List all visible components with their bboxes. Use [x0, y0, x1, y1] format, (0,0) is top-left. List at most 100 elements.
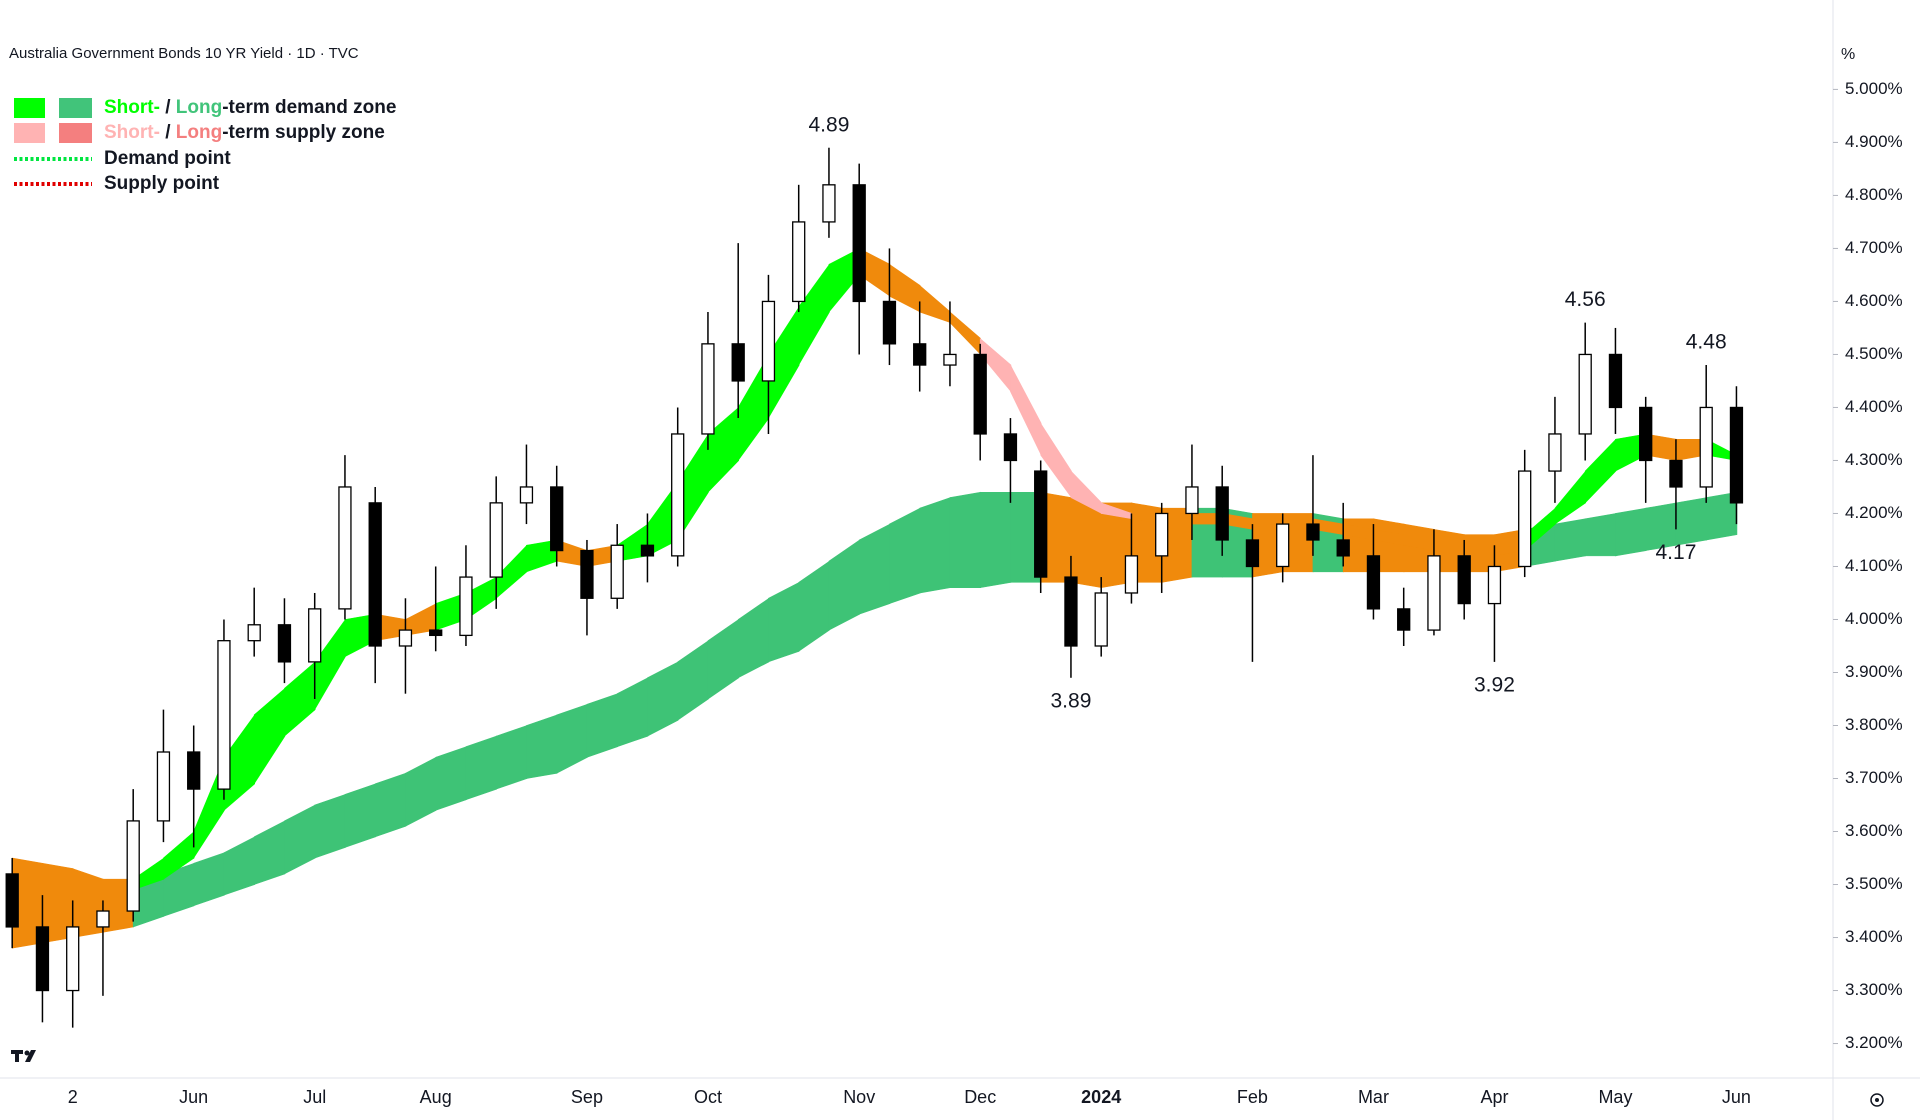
candle-body [1487, 565, 1502, 605]
x-tick-label: Sep [571, 1087, 603, 1107]
legend-swatch [14, 123, 45, 143]
y-tick-label: 5.000% [1845, 79, 1903, 98]
zone-segment [1554, 470, 1586, 525]
candle-body [1185, 486, 1199, 515]
x-tick-label: Apr [1480, 1087, 1508, 1107]
candle-body [96, 910, 110, 928]
y-tick-label: 4.900% [1845, 132, 1903, 151]
legend-swatch [14, 98, 45, 118]
candle-body [1518, 470, 1532, 568]
candle-body [792, 221, 806, 303]
candle-body [852, 184, 866, 303]
x-tick-label: Jul [303, 1087, 326, 1107]
short-term-zone [132, 247, 1738, 891]
zone-segment [889, 507, 921, 605]
zone-segment [707, 406, 740, 494]
candle-body [1003, 433, 1018, 462]
candle-body [1306, 523, 1320, 541]
y-tick-label: 3.300% [1845, 980, 1903, 999]
legend-label-part: -term demand zone [222, 97, 396, 118]
candle-body [943, 353, 957, 366]
candle-body [126, 820, 140, 912]
candle-body [550, 486, 564, 552]
logo-part [15, 1050, 19, 1062]
zone-segment [374, 772, 407, 838]
zone-segment [284, 661, 316, 737]
x-tick-label: May [1598, 1087, 1632, 1107]
legend-swatch [59, 98, 92, 118]
axis-unit: % [1841, 46, 1855, 63]
candle-body [308, 608, 322, 663]
y-tick-label: 4.700% [1845, 238, 1903, 257]
legend-label-part: Long [176, 122, 222, 143]
candle-body [35, 926, 50, 992]
candle-body [1639, 406, 1653, 462]
legend-label-part: Long [176, 97, 222, 118]
y-tick-label: 4.200% [1845, 503, 1903, 522]
zone-segment [919, 497, 951, 594]
zone-segment [465, 735, 498, 801]
candle-body [882, 300, 897, 345]
zone-segment [1675, 497, 1707, 546]
price-annotation: 4.89 [809, 113, 850, 136]
candle-body [731, 343, 745, 382]
x-tick-label: Feb [1237, 1087, 1268, 1107]
y-tick-label: 3.500% [1845, 874, 1903, 893]
logo-part [25, 1050, 36, 1062]
y-tick-label: 3.900% [1845, 662, 1903, 681]
price-annotation: 4.48 [1686, 331, 1727, 354]
zone-segment [1584, 513, 1617, 557]
zone-segment [163, 830, 195, 880]
candle-body [1245, 539, 1260, 568]
y-tick-label: 3.700% [1845, 768, 1903, 787]
candle-body [1427, 555, 1441, 631]
x-tick-label: Nov [843, 1087, 875, 1107]
candle-body [1094, 592, 1108, 647]
candle-body [368, 502, 382, 647]
candles [5, 147, 1744, 1028]
zone-segment [435, 746, 467, 811]
zone-segment [1554, 518, 1586, 562]
legend-label: Supply point [104, 173, 220, 194]
zone-segment [344, 783, 377, 848]
icon-ring [1870, 1093, 1884, 1107]
candle-body [156, 751, 171, 822]
legend-label-part: Short- [104, 97, 160, 118]
candle-body [5, 873, 19, 928]
y-tick-label: 4.400% [1845, 397, 1903, 416]
zone-segment [1705, 491, 1738, 541]
y-tick-label: 3.200% [1845, 1033, 1903, 1052]
y-tick-label: 4.600% [1845, 291, 1903, 310]
candle-body [1124, 555, 1139, 594]
candle-body [973, 353, 987, 435]
candle-body [1457, 555, 1471, 605]
y-tick-label: 4.100% [1845, 556, 1903, 575]
candle-body [671, 433, 685, 557]
settings-icon[interactable] [1870, 1093, 1884, 1107]
candle-body [1578, 353, 1592, 435]
legend-label: Short- / Long-term demand zone [104, 97, 396, 118]
zone-segment [858, 523, 891, 615]
zone-segment [1615, 507, 1647, 557]
candle-body [580, 549, 594, 599]
y-tick-label: 4.000% [1845, 609, 1903, 628]
candle-body [913, 343, 927, 366]
price-annotation: 4.56 [1565, 288, 1606, 311]
zone-segment [1463, 539, 1496, 557]
zone-segment [314, 793, 346, 859]
x-tick-label: Jun [1722, 1087, 1751, 1107]
y-tick-label: 3.800% [1845, 715, 1903, 734]
candle-body [1064, 576, 1078, 647]
candle-body [519, 486, 534, 504]
candle-body [459, 576, 473, 637]
zone-segment [798, 263, 830, 367]
candle-body [247, 624, 261, 642]
candle-body [1336, 539, 1350, 557]
candle-body [1215, 486, 1229, 541]
candle-body [429, 629, 443, 637]
candle-body [610, 544, 624, 599]
logo-part [24, 1050, 30, 1056]
